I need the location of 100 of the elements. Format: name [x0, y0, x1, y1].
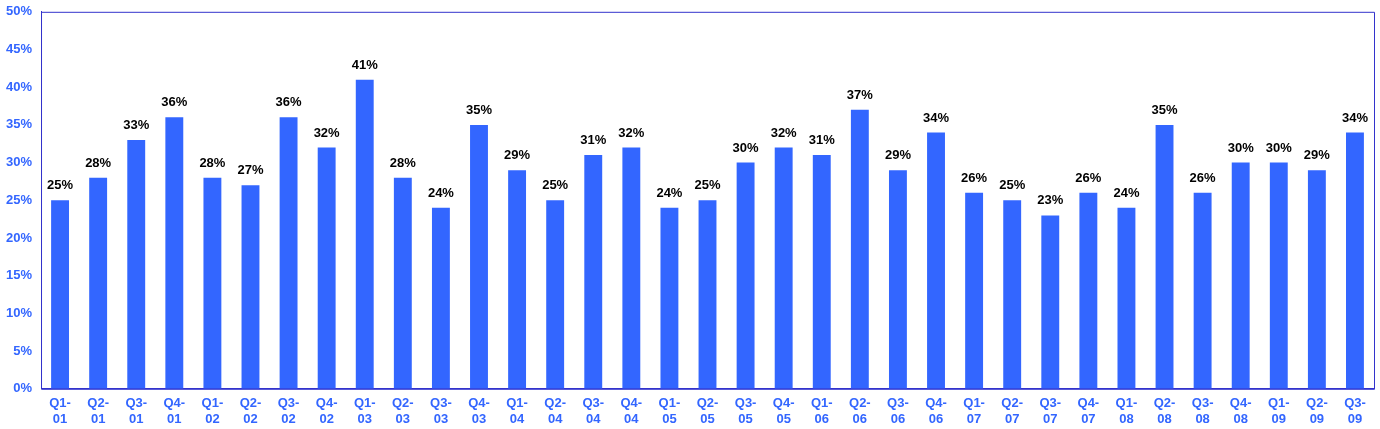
- x-tick-label: Q3-09: [1344, 395, 1366, 426]
- y-tick-label: 0%: [13, 380, 33, 396]
- y-tick-label: 45%: [5, 41, 33, 57]
- x-tick-label: Q4-04: [620, 395, 643, 426]
- x-tick-label: Q3-08: [1191, 395, 1214, 426]
- x-tick-label: Q3-06: [887, 395, 909, 426]
- data-label: 28%: [199, 154, 226, 170]
- y-tick-label: 40%: [5, 78, 33, 94]
- data-label: 29%: [504, 147, 531, 163]
- data-label: 28%: [85, 154, 112, 170]
- x-tick-label: Q3-05: [734, 395, 757, 426]
- x-tick-label: Q4-08: [1229, 395, 1252, 426]
- bar: [1041, 215, 1060, 389]
- x-tick-label: Q3-01: [125, 395, 148, 426]
- bar: [660, 207, 679, 389]
- x-tick-label: Q4-01: [163, 395, 186, 426]
- bar: [165, 117, 184, 389]
- data-label: 32%: [770, 124, 798, 140]
- x-tick-label: Q1-03: [353, 395, 376, 426]
- data-label: 35%: [1151, 101, 1178, 117]
- data-label: 26%: [961, 169, 988, 185]
- bar: [736, 162, 755, 389]
- bar: [508, 170, 527, 389]
- data-label: 24%: [427, 184, 455, 200]
- data-label: 30%: [1265, 139, 1293, 155]
- bar: [1231, 162, 1250, 389]
- data-label: 24%: [1113, 184, 1140, 200]
- x-tick-label: Q3-07: [1039, 395, 1062, 426]
- bar: [431, 207, 450, 389]
- bar: [546, 200, 565, 389]
- bar: [812, 155, 831, 389]
- x-tick-label: Q1-05: [658, 395, 681, 426]
- x-tick-label: Q4-05: [772, 395, 795, 426]
- x-tick-label: Q1-06: [810, 395, 833, 426]
- x-tick-label: Q3-03: [430, 395, 452, 426]
- data-label: 30%: [732, 139, 760, 155]
- data-label: 25%: [47, 177, 74, 193]
- bar: [1307, 170, 1326, 389]
- bar: [470, 124, 488, 389]
- y-tick-label: 25%: [5, 191, 33, 207]
- data-label: 26%: [1189, 169, 1217, 185]
- data-label: 31%: [580, 132, 607, 148]
- data-label: 34%: [923, 109, 950, 125]
- y-tick-label: 35%: [5, 116, 33, 132]
- x-tick-label: Q2-08: [1153, 395, 1176, 426]
- data-label: 27%: [237, 162, 264, 178]
- data-label: 41%: [351, 56, 379, 72]
- data-label: 25%: [999, 177, 1026, 193]
- data-label: 37%: [846, 86, 874, 102]
- bar: [965, 192, 984, 389]
- data-label: 32%: [618, 124, 645, 140]
- data-label: 25%: [542, 177, 569, 193]
- data-label: 29%: [884, 147, 912, 163]
- data-label: 30%: [1227, 139, 1255, 155]
- x-tick-label: Q3-04: [582, 395, 605, 426]
- bar: [1346, 132, 1364, 389]
- y-tick-label: 30%: [5, 154, 33, 170]
- data-label: 28%: [389, 154, 417, 170]
- data-label: 33%: [123, 117, 150, 133]
- data-label: 31%: [808, 132, 836, 148]
- x-tick-label: Q1-02: [201, 395, 224, 426]
- data-label: 36%: [161, 94, 188, 110]
- x-tick-label: Q2-09: [1306, 395, 1328, 426]
- bar: [89, 177, 108, 389]
- x-tick-label: Q2-05: [696, 395, 719, 426]
- y-tick-label: 5%: [13, 342, 33, 358]
- x-tick-label: Q2-04: [544, 395, 566, 426]
- x-tick-label: Q1-09: [1267, 395, 1290, 426]
- x-tick-label: Q4-02: [315, 395, 338, 426]
- bar: [127, 139, 146, 389]
- data-label: 25%: [694, 177, 721, 193]
- data-label: 23%: [1037, 192, 1064, 208]
- x-tick-label: Q1-08: [1115, 395, 1138, 426]
- bar: [279, 117, 298, 389]
- x-tick-label: Q2-07: [1001, 395, 1024, 426]
- x-tick-label: Q4-06: [925, 395, 947, 426]
- bar: [355, 79, 374, 389]
- y-tick-label: 20%: [5, 229, 33, 245]
- x-tick-label: Q1-01: [49, 395, 71, 426]
- bar: [698, 200, 717, 389]
- y-tick-label: 50%: [5, 3, 33, 19]
- bar: [1193, 192, 1212, 389]
- x-tick-label: Q2-03: [391, 395, 414, 426]
- x-tick-label: Q4-03: [468, 395, 490, 426]
- x-tick-label: Q3-02: [277, 395, 300, 426]
- x-tick-label: Q2-01: [87, 395, 109, 426]
- bar: [51, 200, 70, 389]
- data-label: 34%: [1341, 109, 1369, 125]
- bar: [888, 170, 907, 389]
- y-tick-label: 10%: [5, 304, 33, 320]
- bar: [1155, 124, 1174, 389]
- data-label: 32%: [313, 124, 341, 140]
- data-label: 24%: [656, 184, 683, 200]
- x-tick-label: Q2-06: [849, 395, 871, 426]
- data-label: 36%: [275, 94, 303, 110]
- bar: [584, 155, 603, 389]
- bar: [850, 109, 869, 389]
- data-label: 35%: [465, 101, 493, 117]
- bar: [1117, 207, 1136, 389]
- bar: [774, 147, 793, 389]
